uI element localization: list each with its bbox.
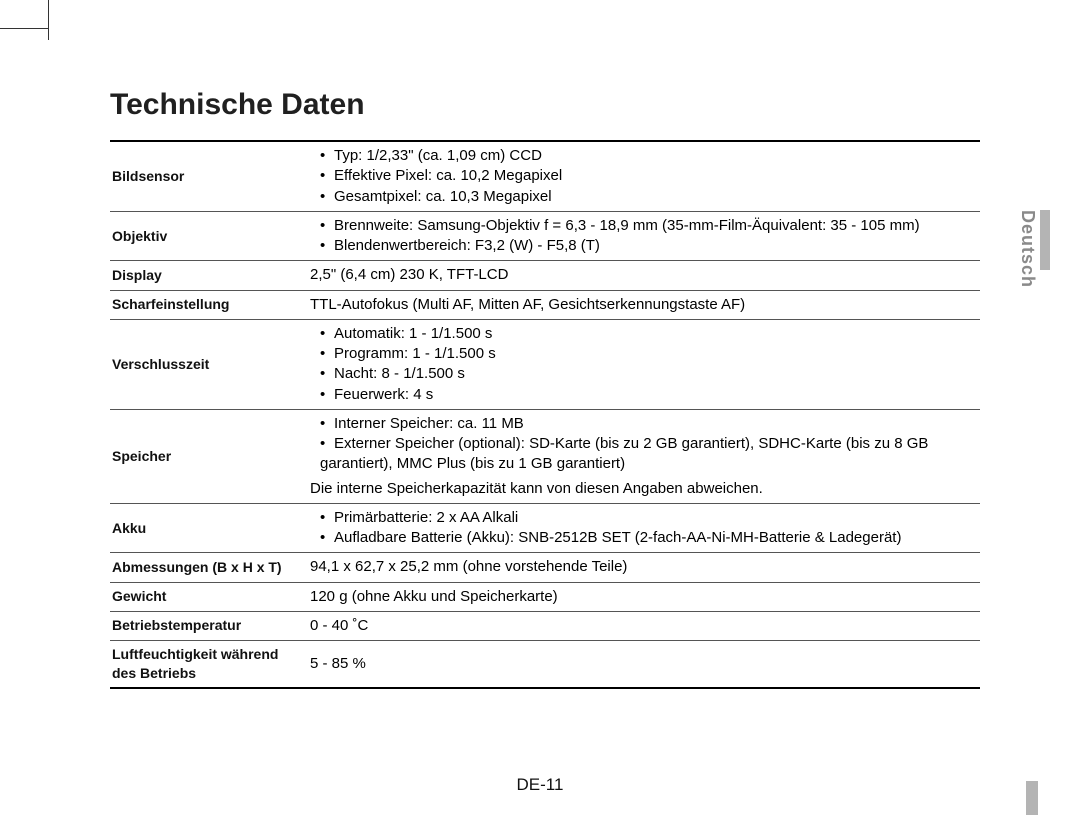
spec-value: Interner Speicher: ca. 11 MBExterner Spe…: [310, 409, 980, 503]
spec-bullet-list: Automatik: 1 - 1/1.500 sProgramm: 1 - 1/…: [310, 324, 974, 405]
crop-mark-top: [0, 28, 48, 29]
spec-bullet-list: Brennweite: Samsung-Objektiv f = 6,3 - 1…: [310, 216, 974, 257]
spec-value: TTL-Autofokus (Multi AF, Mitten AF, Gesi…: [310, 290, 980, 319]
spec-bullet: Interner Speicher: ca. 11 MB: [320, 414, 974, 434]
spec-value: Typ: 1/2,33" (ca. 1,09 cm) CCDEffektive …: [310, 141, 980, 211]
spec-label: Objektiv: [110, 211, 310, 261]
spec-label: Display: [110, 261, 310, 290]
table-row: BildsensorTyp: 1/2,33" (ca. 1,09 cm) CCD…: [110, 141, 980, 211]
spec-label: Speicher: [110, 409, 310, 503]
spec-label: Verschlusszeit: [110, 319, 310, 409]
spec-value: 2,5" (6,4 cm) 230 K, TFT-LCD: [310, 261, 980, 290]
spec-table: BildsensorTyp: 1/2,33" (ca. 1,09 cm) CCD…: [110, 140, 980, 689]
page-title: Technische Daten: [110, 88, 980, 122]
spec-bullet-list: Interner Speicher: ca. 11 MBExterner Spe…: [310, 414, 974, 475]
page-content: Technische Daten BildsensorTyp: 1/2,33" …: [110, 88, 980, 689]
spec-value: 120 g (ohne Akku und Speicherkarte): [310, 582, 980, 611]
spec-label: Scharfeinstellung: [110, 290, 310, 319]
language-tab: Deutsch: [1024, 210, 1050, 360]
table-row: VerschlusszeitAutomatik: 1 - 1/1.500 sPr…: [110, 319, 980, 409]
page-number: DE-11: [0, 775, 1080, 795]
spec-label: Abmessungen (B x H x T): [110, 553, 310, 582]
spec-value: Primärbatterie: 2 x AA AlkaliAufladbare …: [310, 503, 980, 553]
spec-bullet: Effektive Pixel: ca. 10,2 Megapixel: [320, 166, 974, 186]
table-row: Display2,5" (6,4 cm) 230 K, TFT-LCD: [110, 261, 980, 290]
spec-label: Luftfeuchtigkeit während des Betriebs: [110, 641, 310, 688]
table-row: AkkuPrimärbatterie: 2 x AA AlkaliAufladb…: [110, 503, 980, 553]
spec-bullet: Gesamtpixel: ca. 10,3 Megapixel: [320, 187, 974, 207]
table-row: Gewicht120 g (ohne Akku und Speicherkart…: [110, 582, 980, 611]
spec-value: 0 - 40 ˚C: [310, 611, 980, 640]
spec-label: Akku: [110, 503, 310, 553]
spec-bullet: Feuerwerk: 4 s: [320, 385, 974, 405]
spec-label: Gewicht: [110, 582, 310, 611]
spec-bullet-list: Primärbatterie: 2 x AA AlkaliAufladbare …: [310, 508, 974, 549]
spec-bullet: Blendenwertbereich: F3,2 (W) - F5,8 (T): [320, 236, 974, 256]
table-row: Luftfeuchtigkeit während des Betriebs5 -…: [110, 641, 980, 688]
spec-value: 5 - 85 %: [310, 641, 980, 688]
spec-bullet: Externer Speicher (optional): SD-Karte (…: [320, 434, 974, 475]
crop-mark-left: [48, 0, 49, 40]
spec-bullet: Automatik: 1 - 1/1.500 s: [320, 324, 974, 344]
spec-bullet: Programm: 1 - 1/1.500 s: [320, 344, 974, 364]
spec-value: 94,1 x 62,7 x 25,2 mm (ohne vorstehende …: [310, 553, 980, 582]
language-tab-bar: [1040, 210, 1050, 270]
spec-value: Brennweite: Samsung-Objektiv f = 6,3 - 1…: [310, 211, 980, 261]
spec-value: Automatik: 1 - 1/1.500 sProgramm: 1 - 1/…: [310, 319, 980, 409]
spec-bullet: Aufladbare Batterie (Akku): SNB-2512B SE…: [320, 528, 974, 548]
spec-bullet: Primärbatterie: 2 x AA Alkali: [320, 508, 974, 528]
table-row: Objektiv Brennweite: Samsung-Objektiv f =…: [110, 211, 980, 261]
language-tab-label: Deutsch: [1017, 210, 1038, 288]
table-row: SpeicherInterner Speicher: ca. 11 MBExte…: [110, 409, 980, 503]
spec-note: Die interne Speicherkapazität kann von d…: [310, 475, 974, 499]
spec-bullet: Typ: 1/2,33" (ca. 1,09 cm) CCD: [320, 146, 974, 166]
spec-bullet: Brennweite: Samsung-Objektiv f = 6,3 - 1…: [320, 216, 974, 236]
spec-label: Bildsensor: [110, 141, 310, 211]
table-row: ScharfeinstellungTTL-Autofokus (Multi AF…: [110, 290, 980, 319]
table-row: Betriebstemperatur0 - 40 ˚C: [110, 611, 980, 640]
spec-label: Betriebstemperatur: [110, 611, 310, 640]
table-row: Abmessungen (B x H x T)94,1 x 62,7 x 25,…: [110, 553, 980, 582]
footer-tab-bar: [1026, 781, 1038, 815]
spec-bullet-list: Typ: 1/2,33" (ca. 1,09 cm) CCDEffektive …: [310, 146, 974, 207]
spec-bullet: Nacht: 8 - 1/1.500 s: [320, 364, 974, 384]
